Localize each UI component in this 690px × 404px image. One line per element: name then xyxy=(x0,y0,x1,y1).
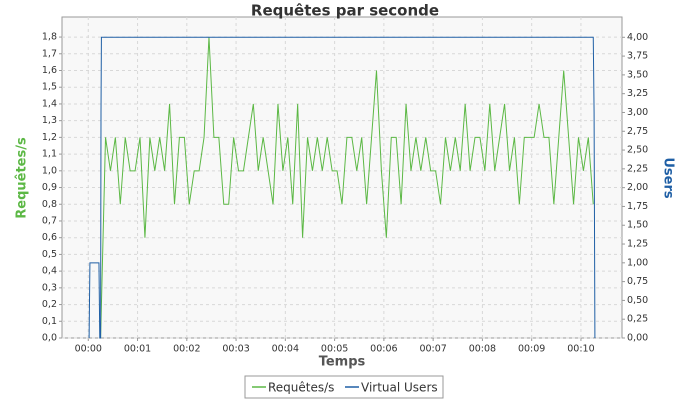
y-tick-label: 0,9 xyxy=(42,182,57,193)
x-tick-label: 00:07 xyxy=(419,344,446,355)
y2-tick-label: 4,00 xyxy=(627,32,648,43)
y2-tick-label: 3,75 xyxy=(627,51,648,62)
y2-tick-label: 3,25 xyxy=(627,88,648,99)
y2-axis-label: Users xyxy=(661,157,676,199)
y-axis-label: Requêtes/s xyxy=(15,137,30,219)
y2-tick-label: 3,00 xyxy=(627,107,648,118)
y-tick-label: 0,5 xyxy=(42,249,57,260)
y-tick-label: 1,3 xyxy=(42,115,57,126)
y2-tick-label: 2,00 xyxy=(627,182,648,193)
x-tick-label: 00:02 xyxy=(173,344,200,355)
plot-area xyxy=(61,16,623,339)
y-tick-label: 0,7 xyxy=(42,215,57,226)
x-tick-label: 00:08 xyxy=(469,344,496,355)
y2-tick-label: 3,50 xyxy=(627,69,648,80)
y2-tick-label: 2,50 xyxy=(627,145,648,156)
x-axis-label: Temps xyxy=(319,355,366,370)
y2-tick-label: 0,25 xyxy=(627,314,648,325)
x-tick-label: 00:03 xyxy=(222,344,249,355)
y2-tick-label: 1,50 xyxy=(627,220,648,231)
y2-tick-label: 2,75 xyxy=(627,126,648,137)
y2-tick-label: 0,75 xyxy=(627,276,648,287)
y-tick-label: 1,4 xyxy=(42,98,57,109)
legend-label: Virtual Users xyxy=(361,381,438,395)
y2-tick-label: 0,50 xyxy=(627,295,648,306)
y-tick-label: 1,5 xyxy=(42,82,57,93)
x-tick-label: 00:01 xyxy=(124,344,151,355)
series-line xyxy=(100,37,594,339)
x-tick-label: 00:05 xyxy=(321,344,348,355)
y2-tick-label: 2,25 xyxy=(627,163,648,174)
y-tick-label: 0,8 xyxy=(42,199,57,210)
legend xyxy=(244,375,444,399)
x-tick-label: 00:10 xyxy=(567,344,594,355)
y-tick-label: 1,7 xyxy=(42,48,57,59)
y-tick-label: 0,3 xyxy=(42,282,57,293)
y-tick-label: 1,0 xyxy=(42,165,57,176)
y-tick-label: 1,6 xyxy=(42,65,57,76)
y-tick-label: 0,2 xyxy=(42,299,57,310)
y2-tick-label: 1,00 xyxy=(627,257,648,268)
x-tick-label: 00:00 xyxy=(75,344,102,355)
x-tick-label: 00:04 xyxy=(272,344,299,355)
y2-tick-label: 1,75 xyxy=(627,201,648,212)
series-line xyxy=(88,36,596,339)
x-tick-label: 00:06 xyxy=(370,344,397,355)
chart-title: Requêtes par seconde xyxy=(251,2,439,20)
y2-tick-label: 1,25 xyxy=(627,239,648,250)
y-tick-label: 0,6 xyxy=(42,232,57,243)
y-tick-label: 0,4 xyxy=(42,266,57,277)
y-tick-label: 1,2 xyxy=(42,132,57,143)
legend-label: Requêtes/s xyxy=(268,381,334,395)
y2-tick-label: 0,00 xyxy=(627,333,648,344)
y-tick-label: 1,8 xyxy=(42,32,57,43)
y-tick-label: 1,1 xyxy=(42,149,57,160)
x-tick-label: 00:09 xyxy=(518,344,545,355)
y-tick-label: 0,1 xyxy=(42,316,57,327)
y-tick-label: 0,0 xyxy=(42,333,57,344)
